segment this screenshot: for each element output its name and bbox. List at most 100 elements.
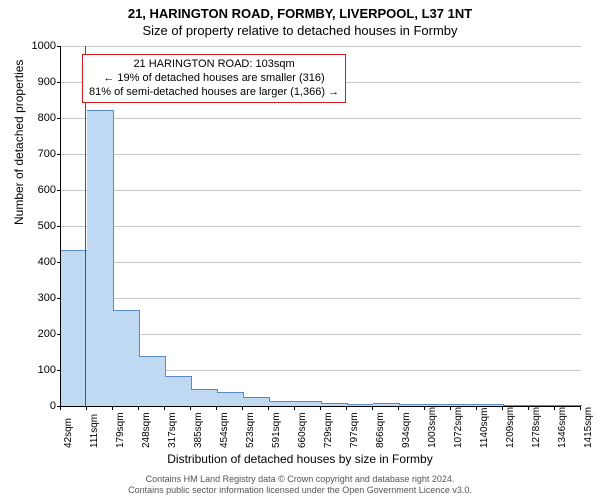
x-tick-mark: [190, 406, 191, 410]
x-tick-label: 317sqm: [167, 412, 178, 448]
y-tick-mark: [57, 262, 61, 263]
y-tick-label: 100: [16, 364, 56, 376]
x-tick-mark: [424, 406, 425, 410]
x-tick-label: 1278sqm: [531, 407, 542, 448]
x-tick-label: 866sqm: [375, 412, 386, 448]
x-tick-mark: [60, 406, 61, 410]
annotation-box: 21 HARINGTON ROAD: 103sqm ← 19% of detac…: [82, 54, 346, 103]
x-tick-mark: [268, 406, 269, 410]
y-tick-mark: [57, 298, 61, 299]
grid-line: [61, 46, 581, 47]
histogram-bar: [373, 403, 400, 406]
x-tick-label: 1346sqm: [557, 407, 568, 448]
y-tick-mark: [57, 118, 61, 119]
y-tick-mark: [57, 226, 61, 227]
x-tick-label: 42sqm: [63, 418, 74, 448]
histogram-bar: [399, 404, 426, 406]
grid-line: [61, 154, 581, 155]
y-tick-label: 700: [16, 148, 56, 160]
x-tick-mark: [476, 406, 477, 410]
annotation-line-2: ← 19% of detached houses are smaller (31…: [89, 72, 339, 86]
histogram-bar: [269, 401, 296, 406]
histogram-bar: [321, 403, 348, 406]
x-tick-mark: [502, 406, 503, 410]
x-tick-label: 591sqm: [271, 412, 282, 448]
chart-title-main: 21, HARINGTON ROAD, FORMBY, LIVERPOOL, L…: [0, 0, 600, 21]
x-tick-mark: [164, 406, 165, 410]
y-tick-label: 900: [16, 76, 56, 88]
histogram-bar: [295, 401, 322, 406]
y-tick-mark: [57, 190, 61, 191]
x-tick-mark: [346, 406, 347, 410]
y-tick-mark: [57, 46, 61, 47]
x-tick-mark: [242, 406, 243, 410]
x-tick-label: 729sqm: [323, 412, 334, 448]
y-tick-label: 800: [16, 112, 56, 124]
histogram-bar: [87, 110, 114, 406]
histogram-bar: [139, 356, 166, 406]
histogram-bar: [191, 389, 218, 406]
x-tick-mark: [86, 406, 87, 410]
x-tick-label: 1003sqm: [427, 407, 438, 448]
chart-title-sub: Size of property relative to detached ho…: [0, 21, 600, 38]
annotation-line-1: 21 HARINGTON ROAD: 103sqm: [89, 58, 339, 72]
y-tick-label: 600: [16, 184, 56, 196]
x-tick-label: 660sqm: [297, 412, 308, 448]
x-tick-label: 1072sqm: [453, 407, 464, 448]
x-tick-mark: [580, 406, 581, 410]
histogram-bar: [503, 405, 530, 406]
y-tick-label: 300: [16, 292, 56, 304]
histogram-bar: [477, 404, 504, 406]
y-tick-label: 500: [16, 220, 56, 232]
histogram-bar: [425, 404, 452, 406]
y-tick-mark: [57, 334, 61, 335]
y-tick-mark: [57, 82, 61, 83]
x-axis-label: Distribution of detached houses by size …: [0, 452, 600, 466]
x-tick-mark: [112, 406, 113, 410]
x-tick-label: 523sqm: [245, 412, 256, 448]
y-tick-label: 400: [16, 256, 56, 268]
histogram-bar: [529, 405, 556, 406]
grid-line: [61, 226, 581, 227]
histogram-bar: [243, 397, 270, 406]
y-tick-mark: [57, 370, 61, 371]
x-tick-label: 179sqm: [115, 412, 126, 448]
histogram-bar: [113, 310, 140, 406]
chart-container: 21, HARINGTON ROAD, FORMBY, LIVERPOOL, L…: [0, 0, 600, 500]
x-tick-label: 797sqm: [349, 412, 360, 448]
x-tick-mark: [294, 406, 295, 410]
histogram-bar: [347, 404, 374, 406]
x-tick-label: 248sqm: [141, 412, 152, 448]
y-tick-label: 0: [16, 400, 56, 412]
annotation-line-3: 81% of semi-detached houses are larger (…: [89, 86, 339, 100]
grid-line: [61, 262, 581, 263]
x-tick-label: 385sqm: [193, 412, 204, 448]
histogram-bar: [61, 250, 88, 406]
footer-line-2: Contains public sector information licen…: [0, 485, 600, 496]
x-tick-label: 1140sqm: [479, 408, 490, 448]
x-tick-label: 934sqm: [401, 412, 412, 448]
histogram-bar: [451, 404, 478, 406]
grid-line: [61, 118, 581, 119]
x-tick-mark: [320, 406, 321, 410]
x-tick-mark: [528, 406, 529, 410]
grid-line: [61, 298, 581, 299]
y-tick-mark: [57, 154, 61, 155]
x-tick-mark: [398, 406, 399, 410]
histogram-bar: [217, 392, 244, 406]
x-tick-label: 111sqm: [89, 414, 100, 448]
x-tick-label: 1209sqm: [505, 407, 516, 448]
x-tick-mark: [216, 406, 217, 410]
x-tick-label: 1415sqm: [583, 407, 594, 448]
footer-note: Contains HM Land Registry data © Crown c…: [0, 474, 600, 496]
histogram-bar: [555, 405, 582, 406]
x-tick-mark: [138, 406, 139, 410]
x-tick-mark: [372, 406, 373, 410]
y-tick-label: 1000: [16, 40, 56, 52]
histogram-bar: [165, 376, 192, 406]
x-tick-label: 454sqm: [219, 412, 230, 448]
x-tick-mark: [450, 406, 451, 410]
x-tick-mark: [554, 406, 555, 410]
footer-line-1: Contains HM Land Registry data © Crown c…: [0, 474, 600, 485]
y-tick-label: 200: [16, 328, 56, 340]
